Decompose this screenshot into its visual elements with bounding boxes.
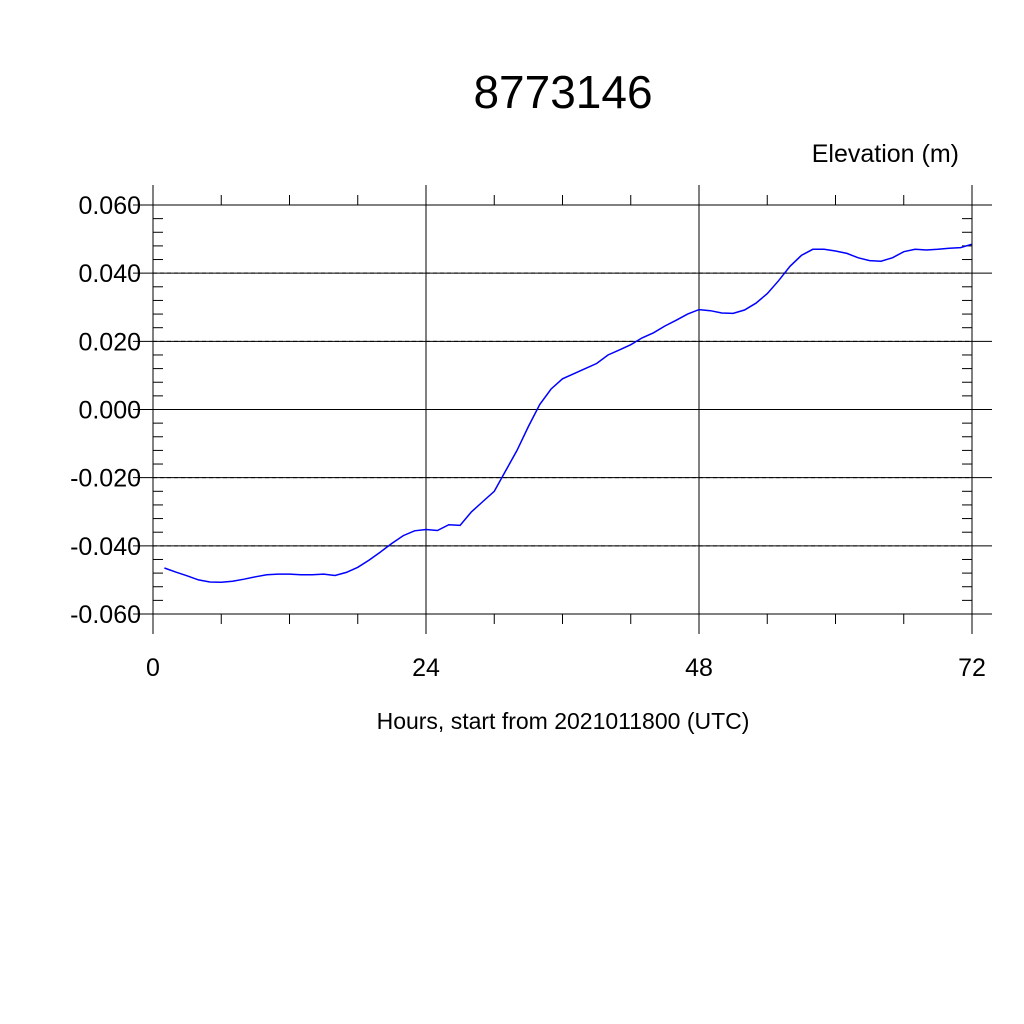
tick-labels: -0.060 -0.040 -0.020 0.000 0.020 0.040 0.060 0 2… [70, 192, 986, 682]
x-tick-label: 24 [412, 654, 440, 682]
chart-title: 8773146 [473, 66, 652, 118]
plot-frame [152, 204, 973, 615]
y-tick-label: 0.040 [78, 260, 141, 288]
elevation-series-line [164, 243, 973, 584]
y-tick-label: 0.020 [78, 328, 141, 356]
y-tick-label: 0.000 [78, 397, 141, 425]
y-tick-label: -0.020 [70, 465, 141, 493]
x-tick-label: 72 [958, 654, 986, 682]
x-tick-label: 48 [685, 654, 713, 682]
y-axis-label: Elevation (m) [812, 140, 959, 168]
x-axis-label: Hours, start from 2021011800 (UTC) [377, 708, 750, 734]
y-tick-label: -0.060 [70, 601, 141, 629]
x-tick-label: 0 [146, 654, 160, 682]
y-tick-label: -0.040 [70, 533, 141, 561]
y-tick-label: 0.060 [78, 192, 141, 220]
series-layer [164, 243, 973, 584]
